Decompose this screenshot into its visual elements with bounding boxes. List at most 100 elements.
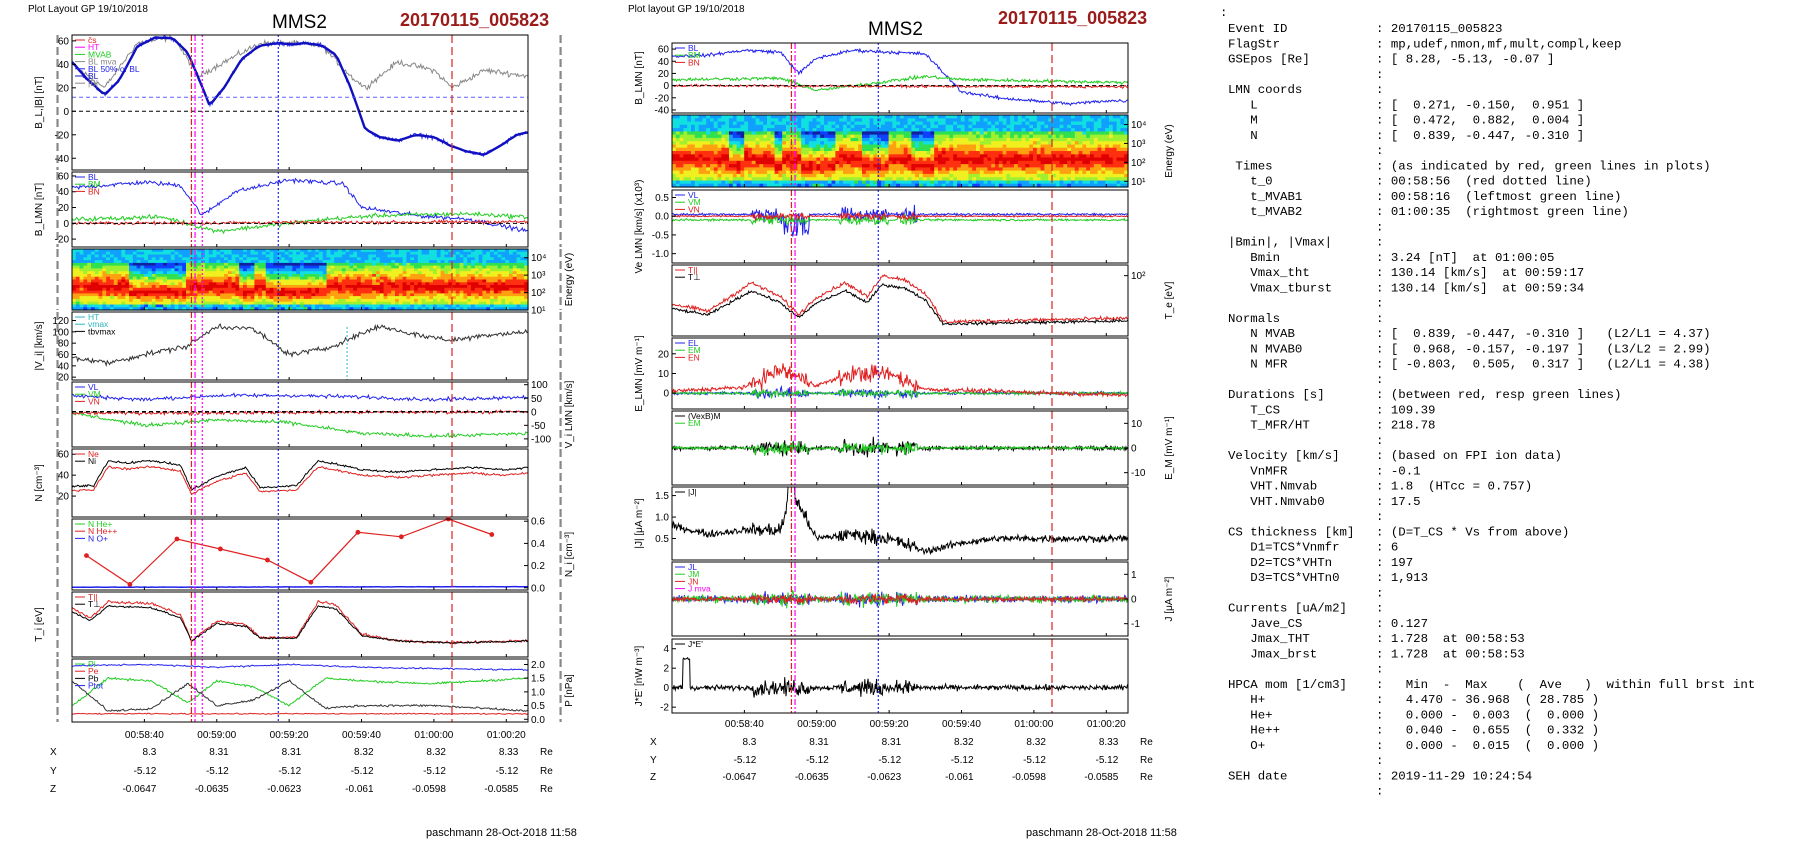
spectrogram-cell [417,257,423,261]
spectrogram-cell [357,307,362,311]
spectrogram-cell [710,151,715,155]
spectrogram-cell [113,260,119,264]
spectrogram-cell [140,274,145,278]
spectrogram-cell [79,249,84,253]
left-He++-point [174,536,180,542]
spectrogram-cell [896,180,901,185]
spectrogram-cell [353,251,358,256]
spectrogram-cell [524,304,529,308]
spectrogram-cell [702,124,707,129]
spectrogram-cell [694,164,700,168]
spectrogram-cell [497,296,502,300]
spectrogram-cell [87,296,92,300]
spectrogram-cell [755,124,760,129]
spectrogram-cell [239,301,244,306]
spectrogram-cell [854,160,859,165]
spectrogram-cell [512,262,518,267]
spectrogram-cell [486,257,491,261]
spectrogram-cell [429,282,434,286]
spectrogram-cell [163,298,168,303]
spectrogram-cell [884,164,890,168]
spectrogram-cell [774,115,779,119]
spectrogram-cell [345,307,350,311]
spectrogram-cell [273,257,278,261]
spectrogram-cell [197,293,202,297]
spectrogram-cell [364,271,369,275]
spectrogram-cell [376,262,381,267]
spectrogram-cell [326,298,331,303]
spectrogram-cell [243,249,248,253]
spectrogram-cell [846,134,852,139]
spectrogram-cell [979,180,985,185]
spectrogram-cell [364,257,369,261]
spectrogram-cell [208,304,214,308]
spectrogram-cell [789,167,795,172]
left-ytick-label: 1.5 [531,674,545,685]
spectrogram-cell [288,307,293,311]
spectrogram-cell [322,296,328,300]
spectrogram-cell [976,160,981,165]
spectrogram-cell [934,151,939,155]
spectrogram-cell [224,251,229,256]
spectrogram-cell [694,183,700,188]
spectrogram-cell [376,298,381,303]
spectrogram-cell [319,290,324,294]
spectrogram-cell [224,271,229,275]
spectrogram-cell [258,304,263,308]
spectrogram-cell [91,257,96,261]
spectrogram-cell [75,285,81,289]
spectrogram-cell [850,177,855,182]
spectrogram-cell [307,257,312,261]
spectrogram-cell [805,167,810,172]
spectrogram-cell [129,254,134,258]
spectrogram-cell [824,144,829,149]
spectrogram-cell [258,251,263,256]
spectrogram-cell [452,307,457,311]
spectrogram-cell [322,287,328,292]
spectrogram-cell [831,164,836,168]
spectrogram-cell [300,257,305,261]
spectrogram-cell [87,290,92,294]
spectrogram-cell [167,276,172,281]
spectrogram-cell [493,293,499,297]
spectrogram-cell [915,173,920,178]
spectrogram-cell [922,151,928,155]
spectrogram-cell [303,260,309,264]
spectrogram-cell [387,307,392,311]
spectrogram-cell [208,249,214,253]
spectrogram-cell [254,260,259,264]
spectrogram-cell [235,265,240,269]
spectrogram-cell [94,257,100,261]
spectrogram-cell [748,183,753,188]
spectrogram-cell [315,296,320,300]
spectrogram-cell [471,296,476,300]
spectrogram-cell [816,144,821,149]
spectrogram-cell [691,115,696,119]
spectrogram-cell [402,279,407,283]
spectrogram-cell [201,307,206,311]
spectrogram-cell [998,124,1004,129]
spectrogram-cell [281,268,286,272]
spectrogram-cell [155,249,160,253]
left-Ni-line [71,459,529,491]
spectrogram-cell [767,137,772,142]
spectrogram-cell [129,251,134,256]
spectrogram-cell [398,262,404,267]
spectrogram-cell [846,128,852,132]
spectrogram-cell [448,276,453,281]
spectrogram-cell [888,183,893,188]
spectrogram-cell [945,183,950,188]
spectrogram-cell [1010,160,1015,165]
spectrogram-cell [463,301,468,306]
spectrogram-cell [770,128,776,132]
spectrogram-cell [877,121,882,126]
spectrogram-cell [850,170,855,175]
spectrogram-cell [414,249,419,253]
spectrogram-cell [706,144,711,149]
spectrogram-cell [979,147,985,152]
spectrogram-cell [125,296,130,300]
spectrogram-cell [148,251,153,256]
spectrogram-cell [383,279,388,283]
spectrogram-cell [786,151,791,155]
spectrogram-cell [254,274,259,278]
